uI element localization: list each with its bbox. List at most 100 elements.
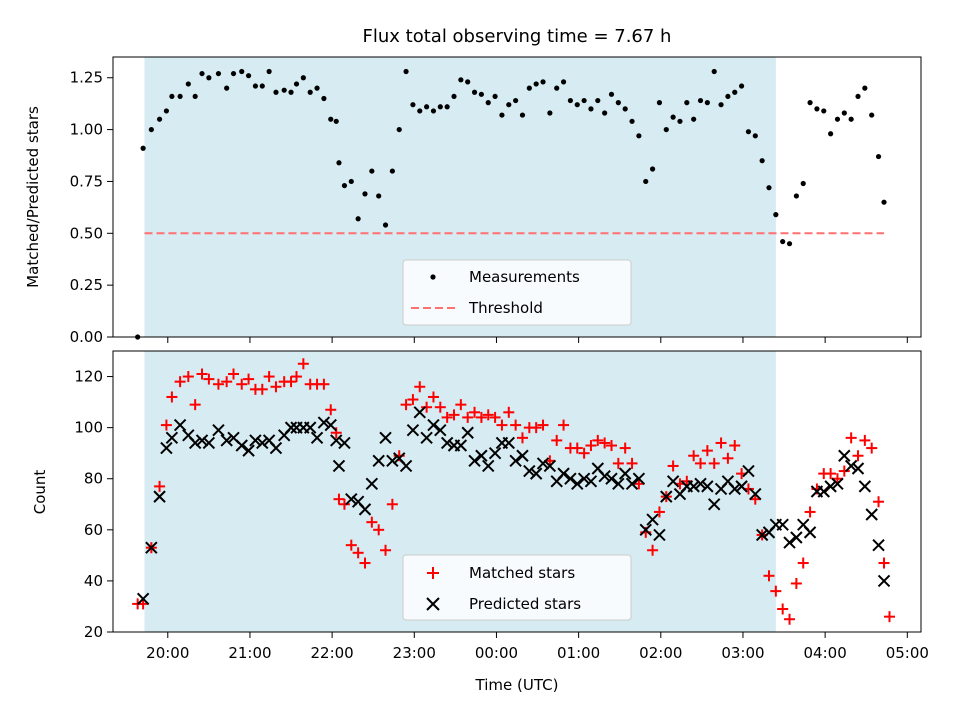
top-x-ticks bbox=[167, 337, 908, 343]
measurement-point bbox=[430, 108, 437, 114]
y-tick-label: 60 bbox=[84, 521, 103, 539]
measurement-point bbox=[643, 178, 649, 185]
measurement-point bbox=[711, 68, 717, 75]
measurement-point bbox=[800, 180, 806, 187]
predicted-star-point bbox=[153, 490, 166, 503]
measurement-point bbox=[362, 191, 368, 197]
matched-star-point bbox=[386, 498, 398, 510]
x-tick-label: 23:00 bbox=[393, 644, 436, 662]
measurement-point bbox=[752, 133, 758, 139]
panel-top-frame bbox=[112, 56, 922, 338]
predicted-star-point bbox=[145, 541, 158, 554]
measurement-point bbox=[670, 114, 676, 120]
predicted-star-point bbox=[536, 457, 550, 470]
matched-star-point bbox=[482, 409, 494, 421]
matched-star-point bbox=[366, 516, 378, 528]
measurement-point bbox=[841, 110, 847, 116]
measurement-point bbox=[732, 89, 738, 95]
matched-star-point bbox=[626, 457, 638, 469]
predicted-star-point bbox=[399, 459, 413, 473]
predicted-star-point bbox=[755, 528, 769, 542]
measurement-point bbox=[821, 108, 827, 114]
matched-star-point bbox=[667, 460, 679, 472]
measurement-point bbox=[307, 89, 313, 95]
measurement-point bbox=[848, 116, 854, 122]
measurement-point bbox=[148, 126, 154, 133]
measurement-point bbox=[376, 193, 382, 199]
measurement-points bbox=[135, 68, 887, 340]
predicted-star-point bbox=[838, 449, 851, 462]
measurement-point bbox=[786, 241, 793, 247]
matched-star-point bbox=[448, 409, 460, 421]
predicted-star-point bbox=[420, 431, 433, 445]
legend-measurements-marker bbox=[430, 274, 436, 280]
measurement-point bbox=[215, 70, 222, 77]
predicted-star-point bbox=[625, 477, 639, 491]
predicted-star-point bbox=[776, 518, 789, 531]
predicted-star-point bbox=[584, 475, 598, 488]
measurement-point bbox=[239, 68, 245, 75]
predicted-star-point bbox=[324, 418, 337, 432]
matched-star-point bbox=[325, 404, 337, 416]
matched-star-point bbox=[489, 411, 501, 423]
measurement-point bbox=[499, 112, 505, 118]
predicted-star-point bbox=[858, 480, 872, 493]
matched-star-point bbox=[291, 371, 303, 383]
matched-star-point bbox=[228, 368, 240, 380]
measurement-point bbox=[869, 112, 875, 118]
matched-star-point bbox=[599, 437, 611, 449]
measurement-point bbox=[560, 79, 567, 85]
measurement-point bbox=[533, 81, 539, 87]
measurement-point bbox=[245, 73, 252, 79]
predicted-star-point bbox=[256, 436, 269, 450]
predicted-star-point bbox=[865, 508, 878, 521]
matched-star-point bbox=[530, 422, 542, 434]
legend-predicted-label: Predicted stars bbox=[469, 595, 581, 613]
predicted-star-point bbox=[803, 526, 817, 539]
measurement-point bbox=[333, 118, 339, 124]
predicted-star-point bbox=[160, 441, 173, 455]
measurement-point bbox=[230, 70, 237, 77]
matched-star-point bbox=[243, 373, 255, 385]
matched-star-point bbox=[345, 539, 357, 551]
chart-title: Flux total observing time = 7.67 h bbox=[363, 26, 672, 47]
measurement-point bbox=[526, 85, 532, 91]
bottom-legend-box bbox=[402, 554, 632, 621]
matched-star-point bbox=[708, 457, 720, 469]
matched-star-point bbox=[212, 378, 224, 390]
predicted-star-point bbox=[824, 480, 837, 493]
measurement-point bbox=[691, 116, 697, 122]
predicted-star-point bbox=[707, 498, 721, 511]
measurement-point bbox=[862, 85, 868, 91]
matched-star-point bbox=[784, 613, 796, 625]
predicted-star-point bbox=[345, 492, 358, 506]
measurement-point bbox=[389, 168, 395, 174]
matched-star-point bbox=[189, 399, 201, 411]
predicted-star-point bbox=[851, 462, 865, 475]
measurement-point bbox=[814, 106, 820, 112]
predicted-star-point bbox=[523, 464, 536, 478]
measurement-point bbox=[875, 153, 882, 160]
matched-star-point bbox=[352, 547, 364, 559]
predicted-star-point bbox=[632, 472, 646, 485]
measurement-point bbox=[636, 133, 642, 139]
predicted-star-point bbox=[413, 406, 426, 419]
predicted-star-point bbox=[618, 467, 632, 480]
measurement-point bbox=[437, 104, 443, 110]
predicted-star-point bbox=[509, 454, 522, 468]
predicted-star-point bbox=[379, 431, 392, 445]
matched-star-point bbox=[592, 434, 604, 446]
measurement-point bbox=[855, 93, 861, 100]
predicted-star-point bbox=[358, 503, 372, 516]
measurement-point bbox=[410, 102, 416, 108]
predicted-star-point bbox=[165, 431, 179, 445]
matched-star-point bbox=[551, 434, 563, 446]
measurement-point bbox=[396, 126, 402, 133]
y-tick-label: 100 bbox=[74, 419, 103, 437]
y-tick-label: 0.50 bbox=[70, 224, 103, 242]
predicted-star-point bbox=[317, 416, 331, 429]
matched-star-point bbox=[878, 557, 890, 569]
measurement-point bbox=[355, 216, 361, 222]
measurement-point bbox=[807, 100, 813, 106]
